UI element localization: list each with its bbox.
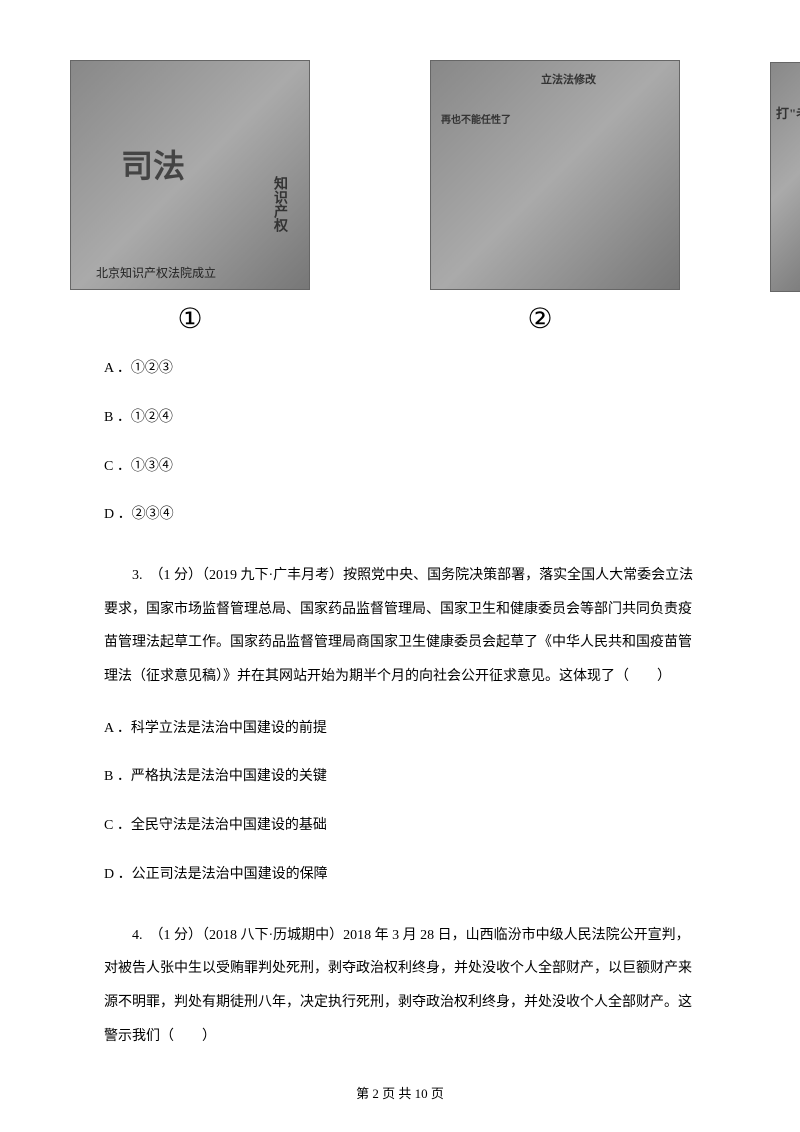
q3-option-b: B ．严格执法是法治中国建设的关键 [104, 762, 730, 793]
img3-caption-1: 打"老 [776, 103, 800, 122]
q2-option-b: B ．①②④ [104, 403, 730, 434]
q2-option-c: C ．①③④ [104, 452, 730, 483]
image-1-container: 司法 知识产权 北京知识产权法院成立 ① [70, 60, 310, 336]
images-row: 司法 知识产权 北京知识产权法院成立 ① 立法法修改 再也不能任性了 ② 打"老 [70, 60, 730, 336]
img2-caption-2: 再也不能任性了 [441, 111, 511, 126]
image-1: 司法 知识产权 北京知识产权法院成立 [70, 60, 310, 290]
page-footer: 第 2 页 共 10 页 [0, 1083, 800, 1102]
q3-option-d: D ．公正司法是法治中国建设的保障 [104, 860, 730, 891]
q2-option-a: A ．①②③ [104, 354, 730, 385]
image-2-label: ② [527, 302, 552, 336]
q3-stem: 3. （1 分）（2019 九下·广丰月考）按照党中央、国务院决策部署，落实全国… [104, 559, 696, 693]
img1-caption-3: 北京知识产权法院成立 [96, 264, 216, 281]
q4-stem: 4. （1 分）（2018 八下·历城期中）2018 年 3 月 28 日，山西… [104, 919, 696, 1053]
q3-option-c: C ．全民守法是法治中国建设的基础 [104, 811, 730, 842]
image-3-container: 打"老 [770, 62, 800, 336]
image-3-label [792, 304, 799, 336]
q3-option-a: A ．科学立法是法治中国建设的前提 [104, 714, 730, 745]
image-2: 立法法修改 再也不能任性了 [430, 60, 680, 290]
img2-caption-1: 立法法修改 [541, 71, 596, 87]
img1-caption-2: 知识产权 [269, 176, 289, 232]
image-3: 打"老 [770, 62, 800, 292]
image-2-container: 立法法修改 再也不能任性了 ② [400, 60, 680, 336]
q2-option-d: D ．②③④ [104, 500, 730, 531]
img1-caption-1: 司法 [121, 141, 185, 187]
image-1-label: ① [177, 302, 202, 336]
